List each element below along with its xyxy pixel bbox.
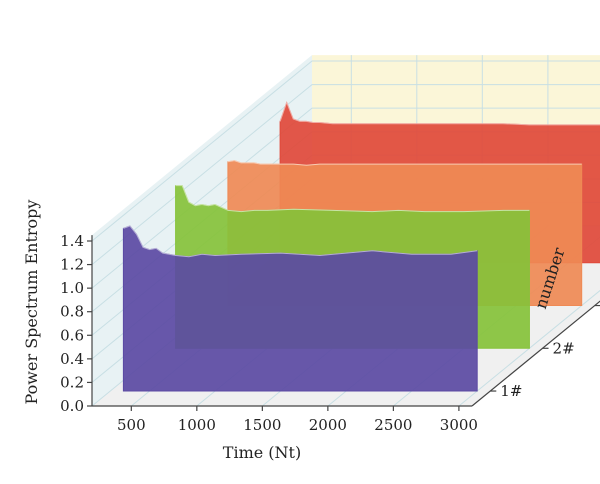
series-edge-3 xyxy=(227,160,582,166)
y-grid-line xyxy=(91,60,600,242)
y-axis-title: Power Spectrum Entropy xyxy=(22,200,41,405)
chart-axes xyxy=(91,235,600,407)
y-grid-line xyxy=(91,84,600,265)
x-tick-label: 1500 xyxy=(243,416,281,434)
y-tick-label: 0.4 xyxy=(60,350,84,368)
z-tick-label: 1# xyxy=(500,382,522,400)
x-axis-title: Time (Nt) xyxy=(223,443,301,462)
z-axis-line xyxy=(471,300,600,407)
y-tick-label: 0.0 xyxy=(60,397,84,415)
x-tick-label: 1000 xyxy=(178,416,216,434)
y-tick-label: 0.8 xyxy=(60,303,84,321)
z-tick-label: 2# xyxy=(553,339,575,357)
y-tick-label: 1.4 xyxy=(60,232,84,250)
x-grid-line xyxy=(458,289,600,407)
chart-ticks: 0.0 0.2 0.4 0.6 0.8 1.0 1.2 1.4 500 1000 1500 2000 2… xyxy=(60,232,600,434)
x-tick-label: 2000 xyxy=(309,416,347,434)
x-tick-label: 3000 xyxy=(440,416,478,434)
y-tick-label: 1.2 xyxy=(60,256,84,274)
y-tick-label: 0.2 xyxy=(60,373,84,391)
y-tick-label: 1.0 xyxy=(60,279,84,297)
series-edge-2 xyxy=(175,185,530,213)
x-tick-label: 500 xyxy=(117,416,146,434)
x-tick-label: 2500 xyxy=(374,416,412,434)
y-tick-label: 0.6 xyxy=(60,326,84,344)
y-grid-line xyxy=(91,107,600,289)
series-edge-4 xyxy=(279,101,600,126)
chart-series xyxy=(122,101,600,392)
series-edge-1 xyxy=(123,225,478,258)
